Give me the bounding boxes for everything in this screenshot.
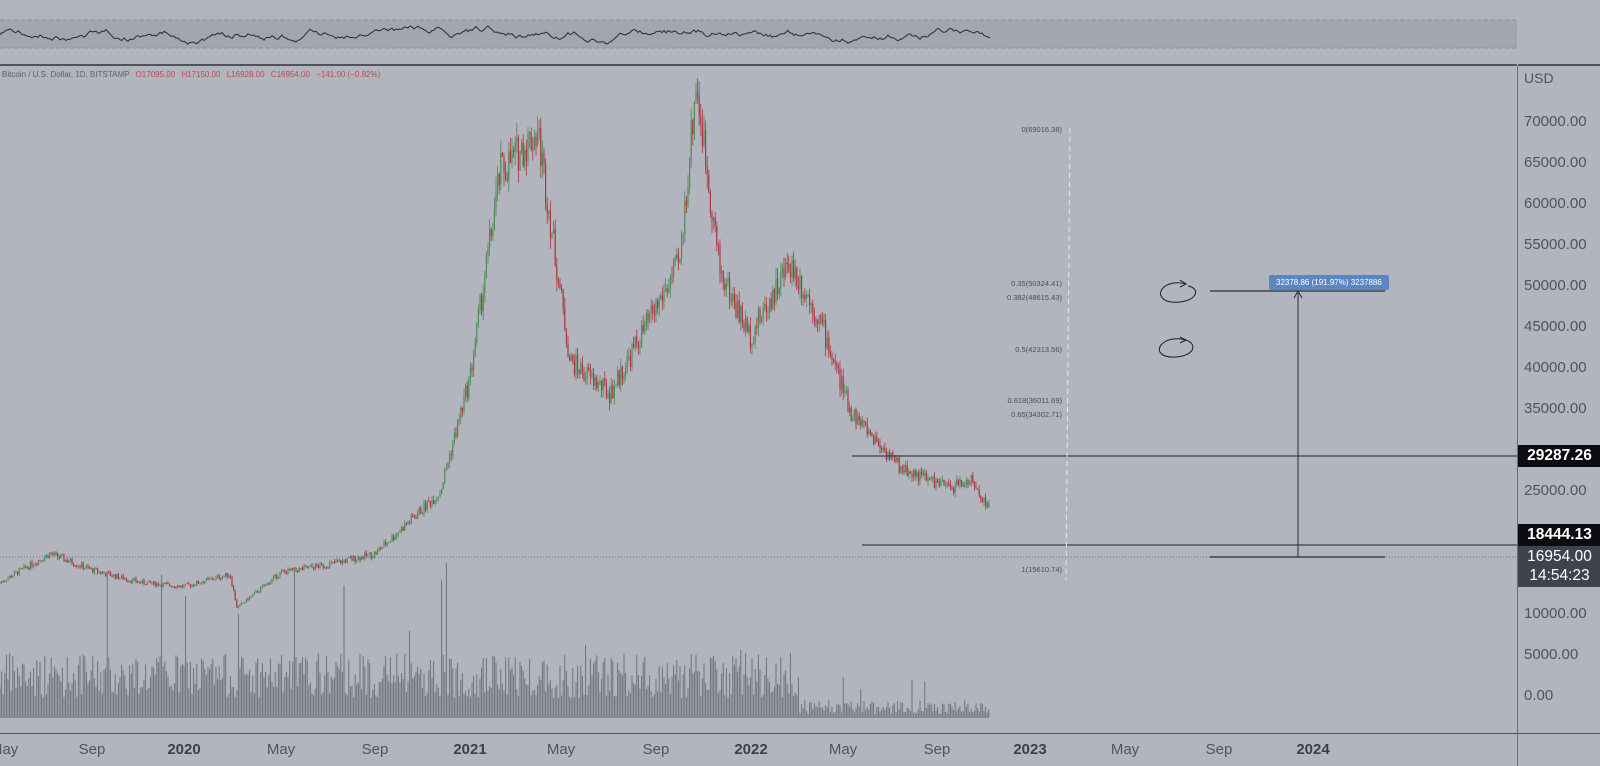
price-tick: 55000.00 bbox=[1524, 236, 1587, 253]
price-tick: 65000.00 bbox=[1524, 154, 1587, 171]
price-tick: 60000.00 bbox=[1524, 195, 1587, 212]
time-tick: 2020 bbox=[167, 741, 201, 758]
time-tick: 2022 bbox=[734, 741, 768, 758]
price-tick: 5000.00 bbox=[1524, 646, 1579, 663]
rsi-axis[interactable] bbox=[1518, 0, 1600, 66]
last-price-label: 16954.00 14:54:23 bbox=[1518, 546, 1600, 587]
fib-level-05: 0.5(42313.56) bbox=[1015, 345, 1062, 354]
fib-trend-line bbox=[1065, 127, 1071, 581]
volume-bars bbox=[0, 562, 990, 718]
candlestick-chart bbox=[0, 78, 1517, 718]
price-tick: 25000.00 bbox=[1524, 482, 1587, 499]
symbol-name: Bitcoin / U.S. Dollar, 1D, BITSTAMP bbox=[2, 70, 130, 79]
time-tick: Sep bbox=[78, 741, 106, 758]
close-value: C16954.00 bbox=[270, 70, 310, 79]
fib-level-0: 0(69016.38) bbox=[1021, 125, 1062, 134]
price-tick: 35000.00 bbox=[1524, 400, 1587, 417]
fib-level-035: 0.35(50324.41) bbox=[1011, 279, 1062, 288]
candlesticks bbox=[0, 78, 990, 609]
price-tick: 40000.00 bbox=[1524, 359, 1587, 376]
price-axis[interactable]: USD 70000.00 65000.00 60000.00 55000.00 … bbox=[1517, 66, 1600, 733]
rsi-indicator-pane[interactable] bbox=[0, 0, 1517, 66]
time-tick: May bbox=[0, 741, 19, 758]
price-tick: 70000.00 bbox=[1524, 113, 1587, 130]
bar-countdown: 14:54:23 bbox=[1529, 567, 1590, 584]
currency-label: USD bbox=[1524, 70, 1554, 86]
fib-level-065: 0.65(34302.71) bbox=[1011, 410, 1062, 419]
price-tick: 50000.00 bbox=[1524, 277, 1587, 294]
symbol-legend[interactable]: Bitcoin / U.S. Dollar, 1D, BITSTAMP O170… bbox=[2, 70, 380, 79]
price-tick: 0.00 bbox=[1524, 687, 1554, 704]
last-price-value: 16954.00 bbox=[1527, 548, 1592, 565]
time-tick: May bbox=[1110, 741, 1140, 758]
fib-level-0382: 0.382(48615.43) bbox=[1006, 293, 1062, 302]
support-price-label: 18444.13 bbox=[1518, 524, 1600, 546]
time-tick: Sep bbox=[642, 741, 670, 758]
time-tick: Sep bbox=[1205, 741, 1233, 758]
time-tick: May bbox=[828, 741, 858, 758]
time-tick: 2021 bbox=[453, 741, 487, 758]
fib-level-1: 1(15610.74) bbox=[1021, 565, 1062, 574]
rsi-plot bbox=[0, 19, 1517, 49]
time-tick: Sep bbox=[923, 741, 951, 758]
change-value: −141.00 (−0.82%) bbox=[316, 70, 381, 79]
time-tick: 2023 bbox=[1013, 741, 1047, 758]
time-tick: 2024 bbox=[1296, 741, 1330, 758]
drawn-circle-2 bbox=[1158, 336, 1194, 358]
time-tick: Sep bbox=[361, 741, 389, 758]
drawn-circle-1 bbox=[1160, 279, 1196, 303]
price-chart-pane[interactable] bbox=[0, 66, 1517, 733]
time-axis[interactable]: May Sep 2020 May Sep 2021 May Sep 2022 May Sep 2023… bbox=[0, 733, 1517, 766]
price-tick: 10000.00 bbox=[1524, 605, 1587, 622]
high-value: H17150.00 bbox=[181, 70, 221, 79]
low-value: L16928.00 bbox=[226, 70, 265, 79]
time-tick: May bbox=[546, 741, 576, 758]
fib-level-0618: 0.618(36011.69) bbox=[1007, 396, 1063, 405]
axis-corner bbox=[1517, 733, 1600, 766]
price-tick: 45000.00 bbox=[1524, 318, 1587, 335]
resistance-price-label: 29287.26 bbox=[1518, 445, 1600, 467]
measure-label[interactable]: 32378.86 (191.97%) 3237886 bbox=[1269, 275, 1389, 290]
time-tick: May bbox=[266, 741, 296, 758]
open-value: O17095.00 bbox=[135, 70, 176, 79]
